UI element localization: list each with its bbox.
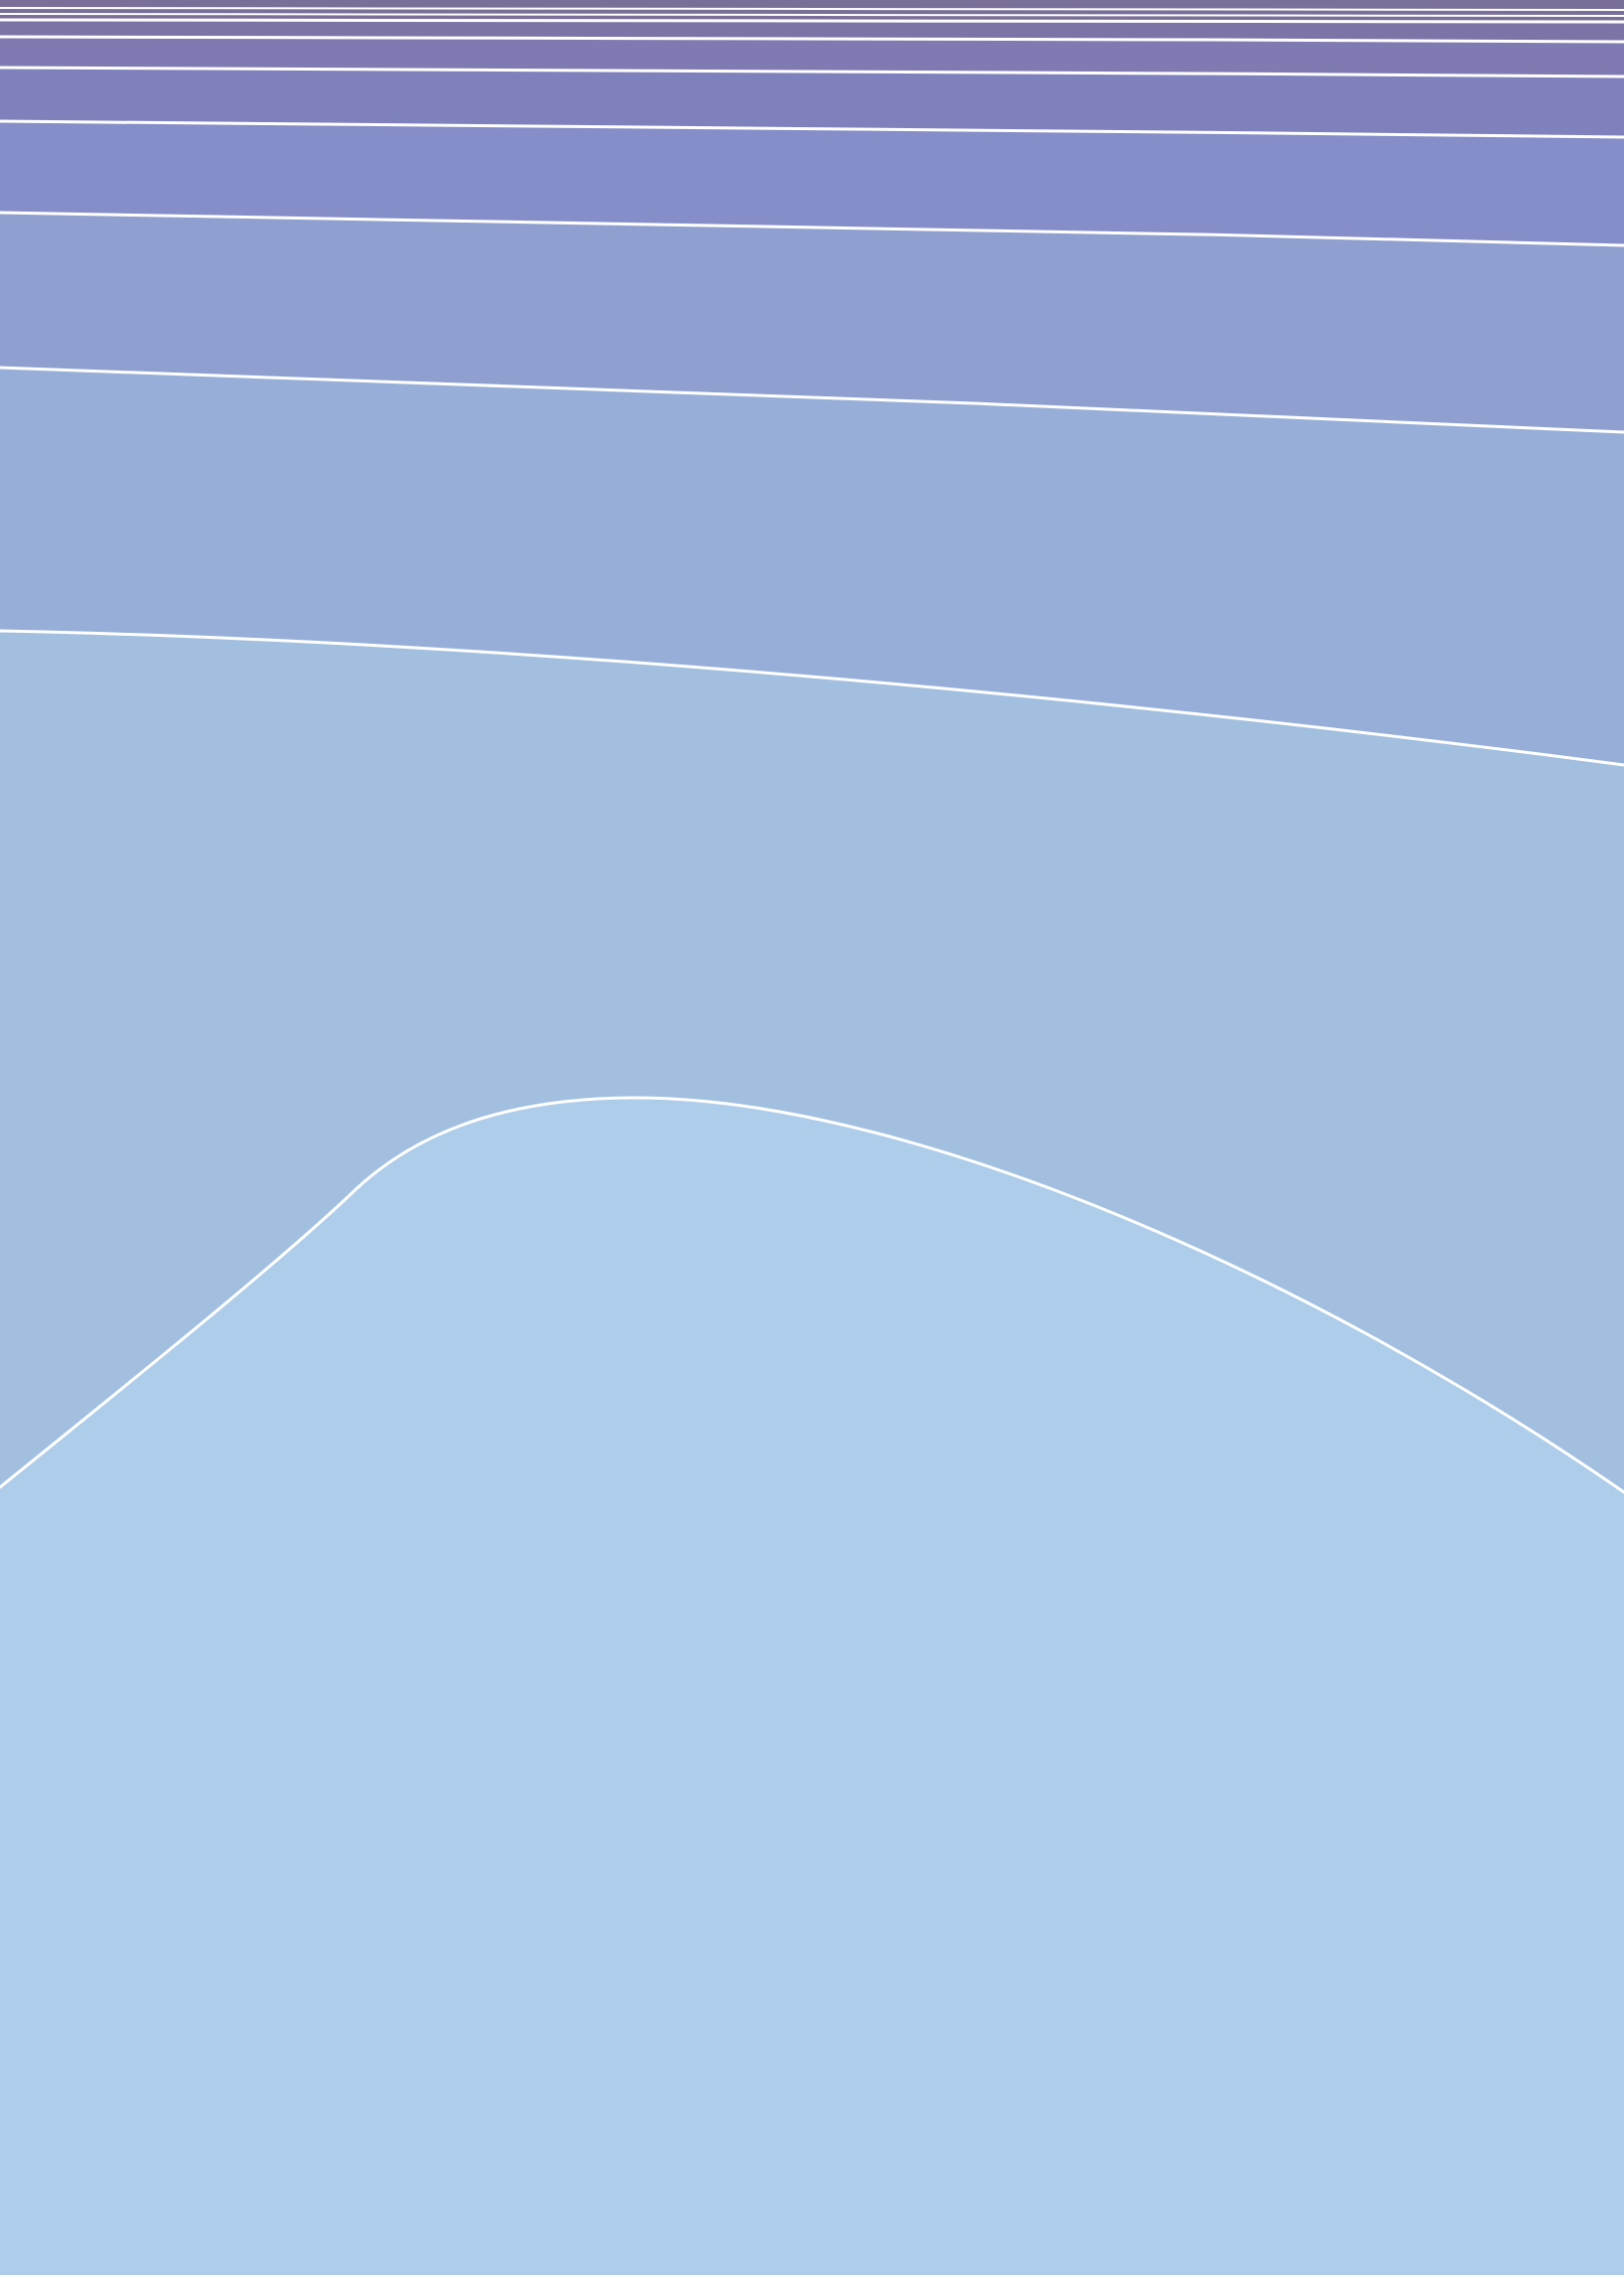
contour-line-2 [0,13,1624,17]
band-top [0,0,1624,22]
band-6 [0,368,1624,765]
contour-line-10 [0,1096,1624,1494]
band-1 [0,20,1624,42]
contour-line-6 [0,119,1624,139]
contour-line-1 [0,7,1624,11]
band-3 [0,68,1624,137]
band-5 [0,213,1624,432]
contour-line-9 [0,629,1624,767]
band-4 [0,121,1624,245]
bottom-margin [0,2275,1624,2279]
band-7 [0,631,1624,1492]
contour-line-8 [0,366,1624,434]
contour-lines [0,7,1624,1494]
contour-line-5 [0,66,1624,78]
band-2 [0,37,1624,76]
contour-line-7 [0,211,1624,247]
contour-line-4 [0,35,1624,44]
contour-line-3 [0,18,1624,24]
